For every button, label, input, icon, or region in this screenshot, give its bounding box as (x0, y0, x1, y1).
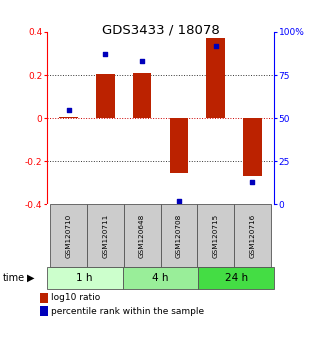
Bar (197, 205, 234, 267)
Point (213, 43, 218, 48)
Text: ▶: ▶ (27, 273, 35, 283)
Text: GSM120648: GSM120648 (139, 214, 145, 258)
Text: 4 h: 4 h (152, 273, 169, 283)
Point (103, 51, 108, 57)
Text: 24 h: 24 h (225, 273, 248, 283)
Bar (160, 205, 197, 267)
Text: GSM120710: GSM120710 (65, 214, 72, 258)
Point (176, 198, 181, 204)
Point (250, 179, 255, 185)
Point (140, 58, 145, 64)
Text: 1 h: 1 h (76, 273, 93, 283)
Bar (50, 205, 87, 267)
Bar (133, 73, 151, 118)
Text: log10 ratio: log10 ratio (51, 293, 100, 302)
Bar (87, 205, 124, 267)
Bar (59, 117, 78, 118)
Text: GDS3433 / 18078: GDS3433 / 18078 (102, 23, 219, 36)
Bar (170, 118, 188, 173)
Bar (243, 118, 262, 176)
Text: GSM120708: GSM120708 (176, 214, 182, 258)
Bar (96, 74, 115, 118)
Bar (124, 205, 160, 267)
Bar (234, 205, 271, 267)
Text: GSM120716: GSM120716 (249, 214, 256, 258)
Point (66, 107, 71, 112)
Text: time: time (3, 273, 25, 283)
Bar (206, 38, 225, 118)
Text: GSM120711: GSM120711 (102, 214, 108, 258)
Text: GSM120715: GSM120715 (213, 214, 219, 258)
Text: percentile rank within the sample: percentile rank within the sample (51, 307, 204, 316)
